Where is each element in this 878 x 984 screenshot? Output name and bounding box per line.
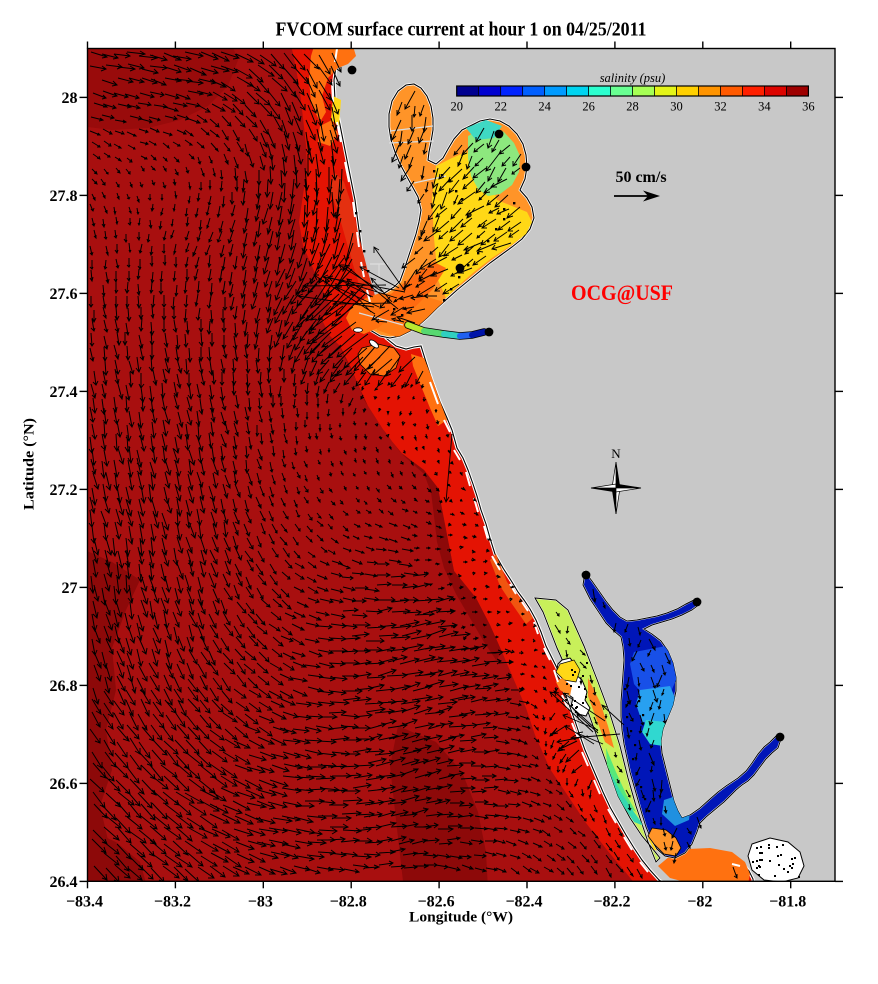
- svg-text:26.8: 26.8: [50, 678, 78, 695]
- svg-text:26.6: 26.6: [50, 776, 78, 793]
- svg-text:30: 30: [670, 100, 683, 114]
- svg-text:N: N: [611, 446, 621, 461]
- svg-text:OCG@USF: OCG@USF: [571, 280, 673, 305]
- svg-text:FVCOM surface current at hour: FVCOM surface current at hour 1 on 04/25…: [276, 20, 647, 41]
- svg-text:27.4: 27.4: [50, 384, 78, 401]
- svg-text:−83.2: −83.2: [154, 893, 191, 910]
- svg-text:−82.8: −82.8: [330, 893, 367, 910]
- svg-text:27.8: 27.8: [50, 188, 78, 205]
- svg-text:Latitude (°N): Latitude (°N): [22, 418, 38, 510]
- svg-text:50 cm/s: 50 cm/s: [615, 169, 666, 186]
- svg-text:26.4: 26.4: [50, 874, 78, 891]
- svg-text:27.6: 27.6: [50, 286, 78, 303]
- svg-text:Longitude (°W): Longitude (°W): [409, 910, 513, 926]
- svg-text:−82.6: −82.6: [418, 893, 455, 910]
- svg-text:22: 22: [494, 100, 507, 114]
- svg-text:28: 28: [626, 100, 639, 114]
- svg-text:−81.8: −81.8: [769, 893, 806, 910]
- svg-text:20: 20: [450, 100, 463, 114]
- svg-text:−82: −82: [687, 893, 712, 910]
- svg-text:28: 28: [62, 90, 78, 107]
- svg-text:27.2: 27.2: [50, 482, 78, 499]
- svg-text:−82.4: −82.4: [505, 893, 542, 910]
- svg-text:34: 34: [758, 100, 771, 114]
- svg-text:27: 27: [62, 580, 78, 597]
- svg-text:24: 24: [538, 100, 551, 114]
- svg-text:36: 36: [802, 100, 815, 114]
- svg-text:−83.4: −83.4: [66, 893, 103, 910]
- svg-text:salinity (psu): salinity (psu): [600, 71, 666, 85]
- svg-text:−82.2: −82.2: [593, 893, 630, 910]
- svg-text:−83: −83: [248, 893, 273, 910]
- svg-text:32: 32: [714, 100, 727, 114]
- svg-text:26: 26: [582, 100, 595, 114]
